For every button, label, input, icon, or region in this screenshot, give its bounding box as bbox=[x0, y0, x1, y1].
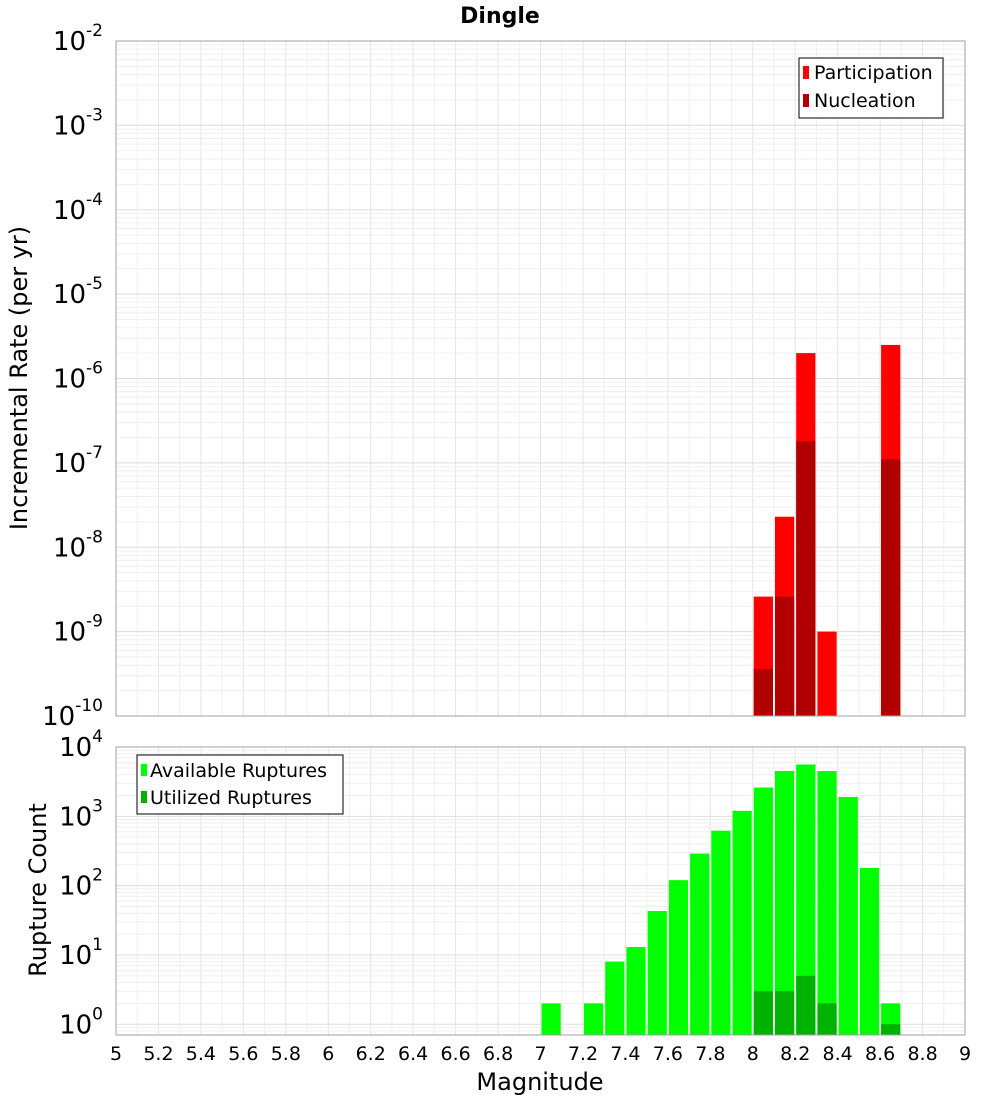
utilized-ruptures-bar bbox=[881, 1024, 901, 1035]
x-tick-label: 6.4 bbox=[398, 1043, 428, 1065]
x-tick-label: 7.2 bbox=[568, 1043, 598, 1065]
available-ruptures-bar bbox=[690, 853, 710, 1035]
x-tick-label: 8.2 bbox=[780, 1043, 810, 1065]
y-tick-label: 100 bbox=[59, 1004, 103, 1040]
x-tick-label: 8.4 bbox=[823, 1043, 853, 1065]
bottom-plot-frame bbox=[115, 746, 966, 1036]
bottom-legend-box bbox=[136, 754, 344, 815]
y-tick-label: 10-5 bbox=[53, 274, 103, 310]
utilized-ruptures-bar bbox=[753, 991, 773, 1035]
x-tick-label: 7.8 bbox=[695, 1043, 725, 1065]
x-tick-label: 9 bbox=[959, 1043, 971, 1065]
y-tick-label: 103 bbox=[59, 796, 103, 832]
available-ruptures-bar bbox=[732, 810, 752, 1035]
x-tick-label: 8.8 bbox=[907, 1043, 937, 1065]
y-tick-label: 10-3 bbox=[53, 105, 103, 141]
x-tick-labels: 5 5.2 5.4 5.6 5.8 6 6.2 6.4 6.6 6.8 7 7.2 7.4 7.6 7.8 8… bbox=[110, 1043, 971, 1065]
top-y-tick-labels: 10-2 10-3 10-4 10-5 10-6 10-7 10-8 10-9 10-10 bbox=[42, 21, 103, 732]
y-tick-label: 101 bbox=[59, 935, 103, 971]
legend-label-participation: Participation bbox=[814, 62, 933, 84]
bottom-y-axis-label: Rupture Count bbox=[24, 803, 52, 977]
top-bars bbox=[753, 344, 901, 716]
y-tick-label: 104 bbox=[59, 727, 103, 763]
x-tick-label: 8.6 bbox=[865, 1043, 895, 1065]
x-tick-label: 7.4 bbox=[610, 1043, 640, 1065]
y-tick-label: 10-4 bbox=[53, 190, 103, 226]
y-tick-label: 10-6 bbox=[53, 359, 103, 395]
available-ruptures-bar bbox=[774, 771, 795, 1035]
legend-label-available: Available Ruptures bbox=[150, 760, 327, 782]
x-tick-label: 6 bbox=[322, 1043, 334, 1065]
top-legend-box bbox=[798, 57, 944, 119]
nucleation-bar bbox=[753, 669, 773, 716]
legend-swatch-nucleation bbox=[803, 94, 809, 107]
bottom-y-tick-labels: 104 103 102 101 100 bbox=[59, 727, 103, 1040]
available-ruptures-bar bbox=[541, 1003, 561, 1035]
x-tick-label: 7 bbox=[534, 1043, 546, 1065]
y-tick-label: 10-10 bbox=[42, 696, 103, 732]
x-tick-label: 5.6 bbox=[228, 1043, 258, 1065]
y-tick-label: 10-9 bbox=[53, 612, 103, 648]
top-legend: Participation Nucleation bbox=[798, 57, 944, 119]
legend-label-utilized: Utilized Ruptures bbox=[150, 787, 312, 809]
legend-swatch-participation bbox=[803, 66, 809, 79]
available-ruptures-bar bbox=[626, 947, 646, 1035]
utilized-ruptures-bar bbox=[796, 975, 816, 1035]
available-ruptures-bar bbox=[838, 796, 858, 1035]
available-ruptures-bar bbox=[859, 867, 880, 1035]
nucleation-bar bbox=[796, 441, 816, 716]
top-plot-frame bbox=[115, 40, 966, 717]
x-tick-label: 7.6 bbox=[653, 1043, 683, 1065]
nucleation-bar bbox=[881, 459, 901, 716]
available-ruptures-bar bbox=[668, 880, 689, 1035]
x-axis-label: Magnitude bbox=[476, 1068, 603, 1096]
x-tick-label: 5 bbox=[110, 1043, 122, 1065]
legend-swatch-available bbox=[141, 764, 147, 776]
nucleation-bar bbox=[774, 596, 795, 716]
top-y-axis-label: Incremental Rate (per yr) bbox=[5, 226, 33, 530]
y-tick-label: 102 bbox=[59, 866, 103, 902]
utilized-ruptures-bar bbox=[817, 1003, 837, 1035]
x-tick-label: 6.8 bbox=[483, 1043, 513, 1065]
utilized-ruptures-bar bbox=[774, 991, 795, 1035]
available-ruptures-bar bbox=[583, 1003, 604, 1035]
bottom-legend: Available Ruptures Utilized Ruptures bbox=[136, 754, 344, 815]
x-tick-label: 5.2 bbox=[143, 1043, 173, 1065]
legend-swatch-utilized bbox=[141, 791, 147, 803]
available-ruptures-bar bbox=[817, 771, 837, 1035]
legend-label-nucleation: Nucleation bbox=[814, 90, 916, 112]
available-ruptures-bar bbox=[753, 787, 773, 1035]
available-ruptures-bar bbox=[647, 911, 667, 1035]
y-tick-label: 10-7 bbox=[53, 443, 103, 479]
bottom-bars bbox=[541, 764, 901, 1035]
participation-bar bbox=[817, 631, 837, 716]
x-tick-label: 6.2 bbox=[356, 1043, 386, 1065]
available-ruptures-bar bbox=[711, 830, 731, 1035]
available-ruptures-bar bbox=[796, 764, 816, 1035]
y-tick-label: 10-8 bbox=[53, 527, 103, 563]
x-tick-label: 6.6 bbox=[440, 1043, 470, 1065]
y-tick-label: 10-2 bbox=[53, 21, 103, 57]
x-tick-label: 5.4 bbox=[186, 1043, 216, 1065]
chart-title: Dingle bbox=[460, 4, 540, 29]
x-tick-label: 8 bbox=[747, 1043, 759, 1065]
available-ruptures-bar bbox=[605, 961, 625, 1035]
top-gridlines bbox=[115, 41, 966, 717]
x-tick-label: 5.8 bbox=[271, 1043, 301, 1065]
